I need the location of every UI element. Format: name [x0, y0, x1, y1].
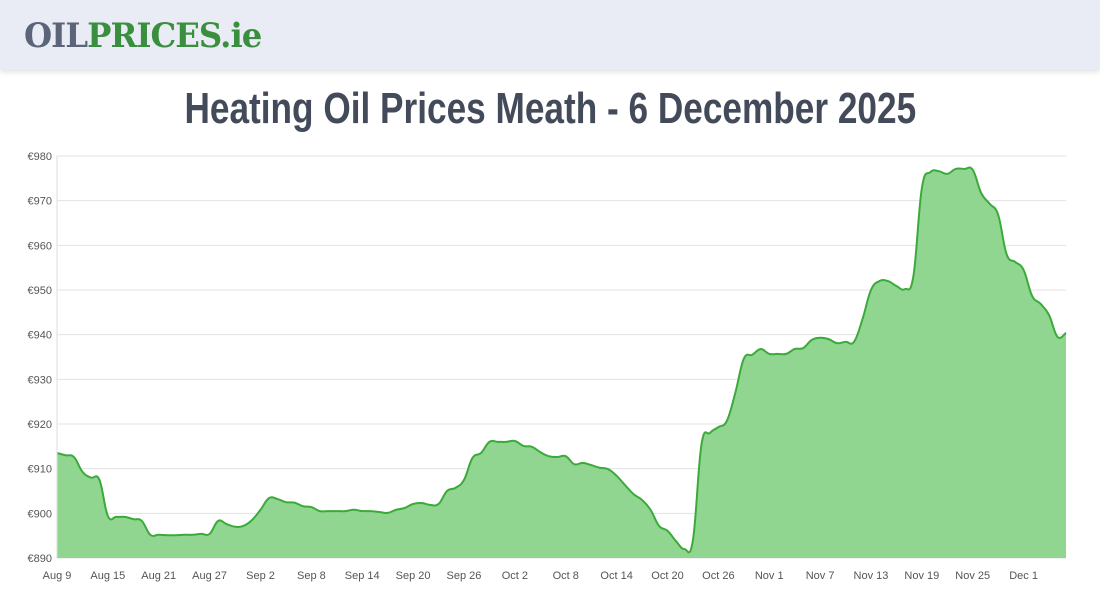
x-tick-label: Nov 1 — [755, 570, 784, 582]
y-tick-label: €980 — [28, 151, 52, 163]
x-tick-label: Aug 27 — [192, 570, 227, 582]
x-tick-label: Sep 14 — [345, 570, 380, 582]
y-axis-ticks: €890 €900 €910 €920 €930 €940 €950 €960 €970 €980 — [28, 151, 52, 565]
x-axis-ticks: Aug 9 Aug 15 Aug 21 Aug 27 Sep 2 Sep 8 Sep 14 S… — [43, 570, 1038, 582]
y-tick-label: €910 — [28, 464, 52, 476]
y-tick-label: €970 — [28, 196, 52, 208]
x-tick-label: Sep 8 — [297, 570, 326, 582]
x-tick-label: Oct 8 — [553, 570, 579, 582]
x-tick-label: Sep 26 — [447, 570, 482, 582]
x-tick-label: Nov 25 — [955, 570, 990, 582]
x-tick-label: Nov 13 — [854, 570, 889, 582]
x-tick-label: Oct 20 — [651, 570, 683, 582]
x-tick-label: Oct 14 — [600, 570, 632, 582]
y-tick-label: €960 — [28, 240, 52, 252]
x-tick-label: Sep 20 — [396, 570, 431, 582]
site-logo[interactable]: OILPRICES.ie — [24, 16, 262, 56]
y-tick-label: €930 — [28, 374, 52, 386]
x-tick-label: Aug 15 — [90, 570, 125, 582]
x-tick-label: Oct 2 — [502, 570, 528, 582]
y-tick-label: €920 — [28, 419, 52, 431]
price-area — [57, 167, 1066, 558]
x-tick-label: Oct 26 — [702, 570, 734, 582]
site-header: OILPRICES.ie — [0, 0, 1100, 70]
x-tick-label: Dec 1 — [1009, 570, 1038, 582]
y-tick-label: €890 — [28, 553, 52, 565]
x-tick-label: Sep 2 — [246, 570, 275, 582]
y-tick-label: €940 — [28, 330, 52, 342]
x-tick-label: Nov 19 — [904, 570, 939, 582]
page-title: Heating Oil Prices Meath - 6 December 20… — [184, 84, 916, 133]
y-tick-label: €950 — [28, 285, 52, 297]
price-line — [56, 166, 1067, 554]
x-tick-label: Nov 7 — [806, 570, 835, 582]
y-tick-label: €900 — [28, 508, 52, 520]
x-tick-label: Aug 9 — [43, 570, 72, 582]
x-tick-label: Aug 21 — [141, 570, 176, 582]
